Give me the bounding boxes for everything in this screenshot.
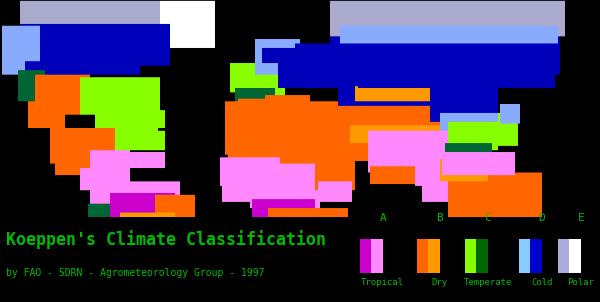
Text: B: B: [436, 213, 443, 223]
Bar: [360, 239, 371, 273]
Text: C: C: [484, 213, 491, 223]
Bar: [519, 239, 530, 273]
Bar: [417, 239, 428, 273]
Bar: [558, 239, 569, 273]
Bar: [530, 239, 542, 273]
Text: Polar: Polar: [568, 278, 594, 287]
Text: Tropical: Tropical: [361, 278, 404, 287]
Bar: [476, 239, 488, 273]
Text: Koeppen's Climate Classification: Koeppen's Climate Classification: [6, 230, 326, 249]
Bar: [465, 239, 476, 273]
Text: E: E: [577, 213, 584, 223]
Text: A: A: [379, 213, 386, 223]
Bar: [428, 239, 440, 273]
Text: D: D: [538, 213, 545, 223]
Bar: [371, 239, 383, 273]
Text: Dry: Dry: [432, 278, 448, 287]
Text: Cold: Cold: [531, 278, 553, 287]
Text: Temperate: Temperate: [464, 278, 512, 287]
Text: by FAO - SDRN - Agrometeorology Group - 1997: by FAO - SDRN - Agrometeorology Group - …: [6, 268, 265, 278]
Bar: [569, 239, 581, 273]
